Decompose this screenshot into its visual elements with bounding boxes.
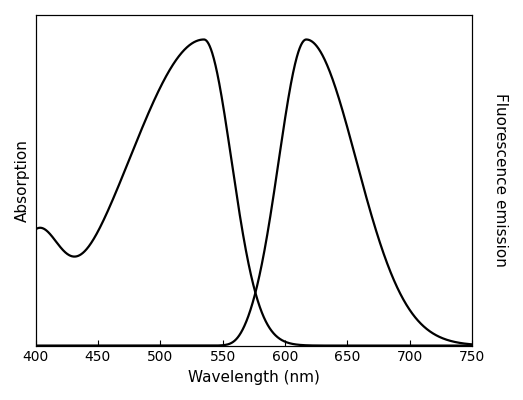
X-axis label: Wavelength (nm): Wavelength (nm) [188,370,320,385]
Y-axis label: Fluorescence emission: Fluorescence emission [493,93,508,267]
Y-axis label: Absorption: Absorption [15,139,30,222]
